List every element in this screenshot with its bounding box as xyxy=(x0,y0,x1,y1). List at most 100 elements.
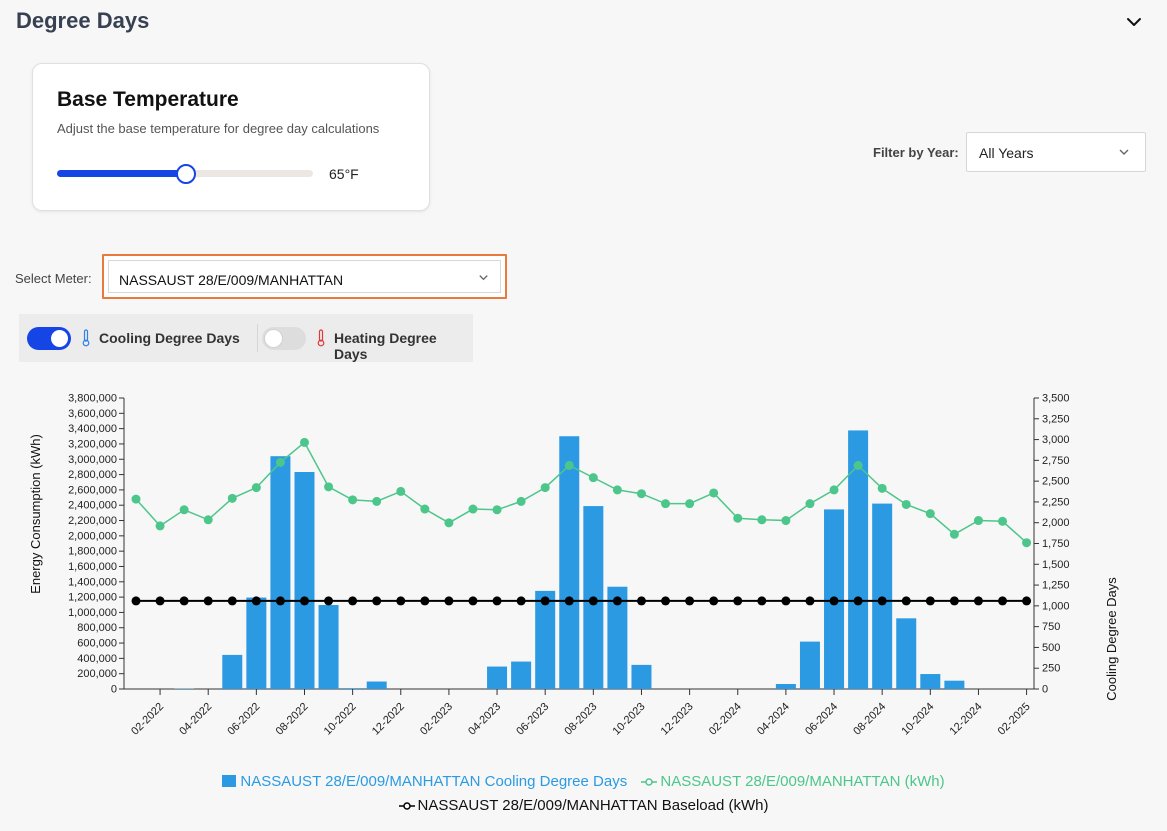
baseload-kwh-point xyxy=(275,596,285,606)
x-tick-label: 02-2024 xyxy=(707,701,744,738)
cooling-degree-days-bar xyxy=(896,618,917,689)
x-tick-label: 06-2024 xyxy=(803,701,840,738)
x-tick-label: 02-2022 xyxy=(129,701,166,738)
cooling-degree-days-bar xyxy=(848,430,869,689)
left-tick-label: 3,200,000 xyxy=(68,438,117,450)
slider-thumb[interactable] xyxy=(176,164,196,184)
baseload-kwh-point xyxy=(781,596,791,606)
cooling-degree-days-bar xyxy=(222,654,243,689)
heating-degree-days-label: Heating Degree Days xyxy=(334,330,437,362)
x-tick-label: 12-2022 xyxy=(370,701,407,738)
energy-kwh-point xyxy=(275,457,285,467)
right-tick-label: 750 xyxy=(1042,621,1060,633)
x-tick-label: 10-2023 xyxy=(611,701,648,738)
left-tick-label: 0 xyxy=(111,684,117,696)
cooling-degree-days-bar xyxy=(872,503,893,689)
meter-select-value: NASSAUST 28/E/009/MANHATTAN xyxy=(119,272,344,288)
x-tick-label: 08-2022 xyxy=(274,701,311,738)
left-tick-label: 2,000,000 xyxy=(68,530,117,542)
x-tick-label: 08-2023 xyxy=(562,701,599,738)
base-temperature-slider[interactable] xyxy=(57,164,313,184)
energy-kwh-point xyxy=(203,515,213,525)
cooling-degree-days-toggle[interactable] xyxy=(27,327,71,350)
base-temperature-title: Base Temperature xyxy=(57,88,239,111)
energy-kwh-point xyxy=(612,485,622,495)
x-tick-label: 08-2024 xyxy=(851,701,888,738)
cooling-degree-days-bar xyxy=(607,586,628,689)
baseload-kwh-point xyxy=(227,596,237,606)
base-temperature-value: 65°F xyxy=(329,166,359,182)
baseload-kwh-point xyxy=(372,596,382,606)
chevron-down-icon[interactable] xyxy=(1124,12,1144,32)
baseload-kwh-point xyxy=(540,596,550,606)
cooling-degree-days-label: Cooling Degree Days xyxy=(99,330,240,346)
right-tick-label: 2,000 xyxy=(1042,517,1070,529)
right-tick-label: 3,000 xyxy=(1042,434,1070,446)
right-tick-label: 1,750 xyxy=(1042,538,1070,550)
energy-kwh-point xyxy=(1022,538,1032,548)
right-tick-label: 2,750 xyxy=(1042,455,1070,467)
energy-kwh-point xyxy=(709,488,719,498)
energy-kwh-point xyxy=(949,529,959,539)
energy-kwh-line xyxy=(135,441,1028,544)
baseload-kwh-point xyxy=(636,596,646,606)
legend-energy-kwh[interactable]: NASSAUST 28/E/009/MANHATTAN (kWh) xyxy=(641,773,945,790)
filter-year-select[interactable]: All Years xyxy=(966,132,1146,172)
chevron-down-icon xyxy=(1119,149,1129,155)
energy-kwh-point xyxy=(444,518,454,528)
energy-kwh-point xyxy=(348,495,358,505)
legend-cooling-degree-days[interactable]: NASSAUST 28/E/009/MANHATTAN Cooling Degr… xyxy=(222,773,627,790)
chart-legend-row-1: NASSAUST 28/E/009/MANHATTAN Cooling Degr… xyxy=(0,773,1167,790)
legend-baseload-kwh[interactable]: NASSAUST 28/E/009/MANHATTAN Baseload (kW… xyxy=(398,797,769,814)
left-tick-label: 400,000 xyxy=(77,653,117,665)
legend-line-swatch xyxy=(641,778,658,786)
left-tick-label: 2,200,000 xyxy=(68,515,117,527)
baseload-kwh-point xyxy=(299,596,309,606)
x-tick-label: 02-2025 xyxy=(996,701,1033,738)
baseload-kwh-point xyxy=(853,596,863,606)
left-tick-label: 1,400,000 xyxy=(68,576,117,588)
baseload-kwh-point xyxy=(757,596,767,606)
energy-kwh-point xyxy=(685,499,695,509)
baseload-kwh-point xyxy=(1022,596,1032,606)
energy-kwh-point xyxy=(564,460,574,470)
energy-kwh-point xyxy=(516,496,526,506)
energy-kwh-point xyxy=(251,483,261,493)
energy-kwh-point xyxy=(372,496,382,506)
slider-fill xyxy=(57,170,185,177)
heating-degree-days-toggle[interactable] xyxy=(262,327,306,350)
baseload-kwh-point xyxy=(492,596,502,606)
energy-kwh-point xyxy=(877,483,887,493)
filter-year-label: Filter by Year: xyxy=(873,145,959,160)
select-meter-label: Select Meter: xyxy=(15,271,92,286)
left-tick-label: 600,000 xyxy=(77,638,117,650)
right-tick-label: 1,250 xyxy=(1042,580,1070,592)
baseload-kwh-point xyxy=(925,596,935,606)
baseload-kwh-point xyxy=(468,596,478,606)
left-tick-label: 1,000,000 xyxy=(68,607,117,619)
filter-year-value: All Years xyxy=(979,145,1034,161)
right-tick-label: 2,500 xyxy=(1042,476,1070,488)
degree-days-chart: 0 200,000 400,000 600,000 800,000 1,000,000 1,… xyxy=(28,393,1119,738)
left-tick-label: 3,600,000 xyxy=(68,408,117,420)
toggle-divider xyxy=(257,324,258,352)
baseload-kwh-point xyxy=(203,596,213,606)
legend-line-swatch xyxy=(398,802,415,810)
x-tick-label: 06-2022 xyxy=(225,701,262,738)
x-tick-label: 02-2023 xyxy=(418,701,455,738)
left-tick-label: 1,200,000 xyxy=(68,592,117,604)
x-tick-label: 06-2023 xyxy=(514,701,551,738)
baseload-kwh-point xyxy=(685,596,695,606)
base-temperature-card: Base Temperature Adjust the base tempera… xyxy=(32,63,430,211)
energy-kwh-point xyxy=(757,515,767,525)
meter-select[interactable]: NASSAUST 28/E/009/MANHATTAN xyxy=(102,254,507,299)
thermometer-hot-icon xyxy=(317,329,325,347)
energy-kwh-point xyxy=(781,516,791,526)
baseload-kwh-point xyxy=(805,596,815,606)
energy-kwh-point xyxy=(829,485,839,495)
cooling-degree-days-bar xyxy=(246,597,267,689)
legend-label: NASSAUST 28/E/009/MANHATTAN Baseload (kW… xyxy=(417,797,769,814)
cooling-degree-days-bar xyxy=(631,664,652,689)
x-tick-label: 04-2023 xyxy=(466,701,503,738)
legend-label: NASSAUST 28/E/009/MANHATTAN (kWh) xyxy=(660,773,945,790)
